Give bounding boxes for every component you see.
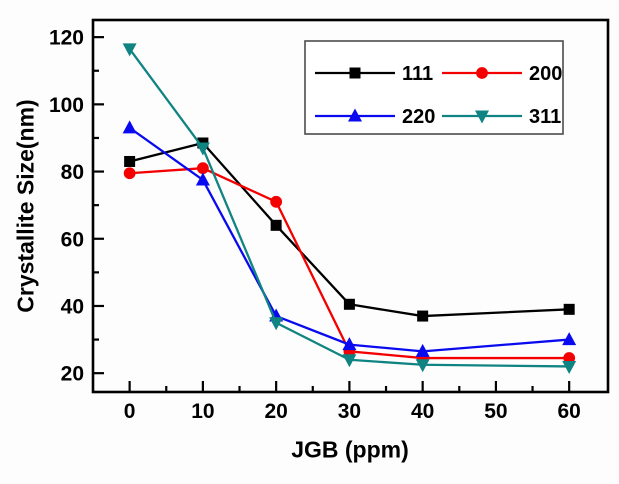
x-tick-label: 40 — [411, 400, 434, 423]
y-tick-label: 80 — [61, 161, 84, 184]
series-marker-311 — [269, 317, 284, 331]
x-tick-label: 0 — [124, 400, 136, 423]
series-marker-311 — [562, 360, 577, 374]
series-line-111 — [129, 141, 570, 318]
series-marker-220 — [415, 343, 430, 357]
x-tick-label: 60 — [557, 400, 580, 423]
series-marker-220 — [342, 337, 357, 351]
legend-marker-220 — [348, 108, 362, 122]
legend-marker-311 — [475, 110, 489, 124]
series-line-220 — [128, 126, 570, 353]
series-marker-200 — [196, 162, 209, 175]
x-tick-label: 10 — [191, 400, 214, 423]
series-marker-220 — [562, 332, 577, 346]
y-tick-label: 120 — [49, 27, 84, 50]
y-tick-label: 40 — [61, 295, 84, 318]
series-marker-311 — [122, 43, 137, 57]
plot-frame — [91, 18, 610, 394]
series-line-200 — [129, 167, 570, 360]
series-marker-311 — [195, 142, 210, 156]
x-tick-label: 20 — [264, 400, 287, 423]
series-marker-111 — [417, 310, 429, 322]
series-marker-200 — [270, 195, 283, 208]
y-tick-label: 20 — [61, 363, 84, 386]
series-marker-311 — [415, 359, 430, 373]
y-tick-label: 60 — [61, 228, 84, 251]
legend-box — [304, 40, 564, 135]
legend-marker-111 — [349, 67, 361, 79]
legend-label-200: 200 — [529, 63, 562, 85]
legend-label-111: 111 — [402, 63, 433, 85]
x-axis-title: JGB (ppm) — [291, 436, 409, 463]
legend-label-311: 311 — [529, 106, 561, 128]
series-line-311 — [128, 48, 570, 368]
series-marker-200 — [123, 167, 136, 180]
series-marker-220 — [195, 172, 210, 186]
series-marker-220 — [122, 120, 137, 134]
series-marker-311 — [342, 354, 357, 368]
legend-marker-200 — [476, 67, 488, 79]
x-tick-label: 30 — [338, 400, 361, 423]
legend-label-220: 220 — [402, 106, 435, 128]
series-marker-111 — [563, 303, 575, 315]
y-tick-label: 100 — [49, 94, 84, 117]
series-marker-111 — [124, 155, 136, 167]
y-axis-title: Crystallite Size(nm) — [12, 99, 39, 313]
series-marker-111 — [343, 298, 355, 310]
x-tick-label: 50 — [484, 400, 507, 423]
series-marker-111 — [270, 219, 282, 231]
